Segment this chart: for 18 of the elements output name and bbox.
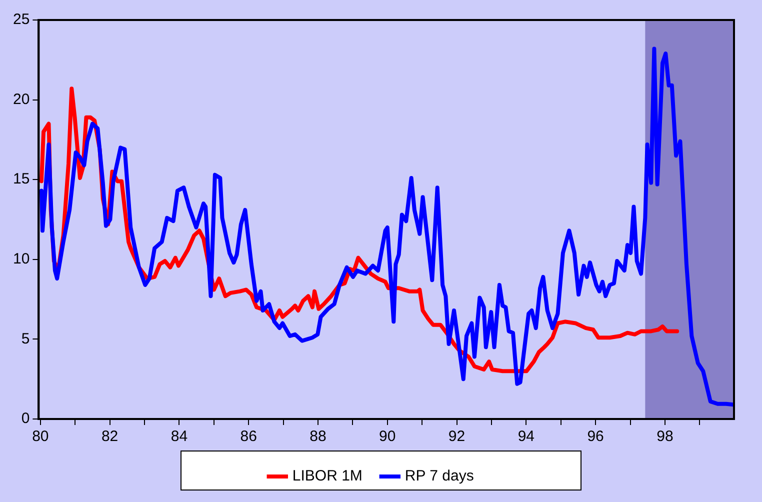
x-tick-label: 94 bbox=[518, 428, 535, 446]
x-tick-label: 90 bbox=[379, 428, 396, 446]
x-tick-label: 92 bbox=[448, 428, 466, 446]
y-tick-label: 10 bbox=[12, 250, 30, 268]
x-tick-label: 96 bbox=[587, 428, 604, 446]
x-tick-label: 84 bbox=[170, 428, 188, 446]
x-tick-label: 98 bbox=[656, 428, 674, 446]
y-tick-label: 0 bbox=[21, 410, 30, 428]
y-tick-label: 20 bbox=[12, 90, 30, 108]
y-tick-label: 15 bbox=[12, 170, 30, 188]
x-tick-label: 88 bbox=[310, 428, 326, 446]
x-tick-label: 82 bbox=[101, 428, 118, 446]
legend-label: RP 7 days bbox=[404, 468, 474, 485]
y-tick-label: 25 bbox=[12, 11, 30, 28]
x-tick-label: 86 bbox=[240, 428, 257, 446]
y-tick-label: 5 bbox=[21, 330, 30, 348]
legend-label: LIBOR 1M bbox=[292, 468, 362, 485]
x-tick-label: 80 bbox=[32, 428, 49, 446]
